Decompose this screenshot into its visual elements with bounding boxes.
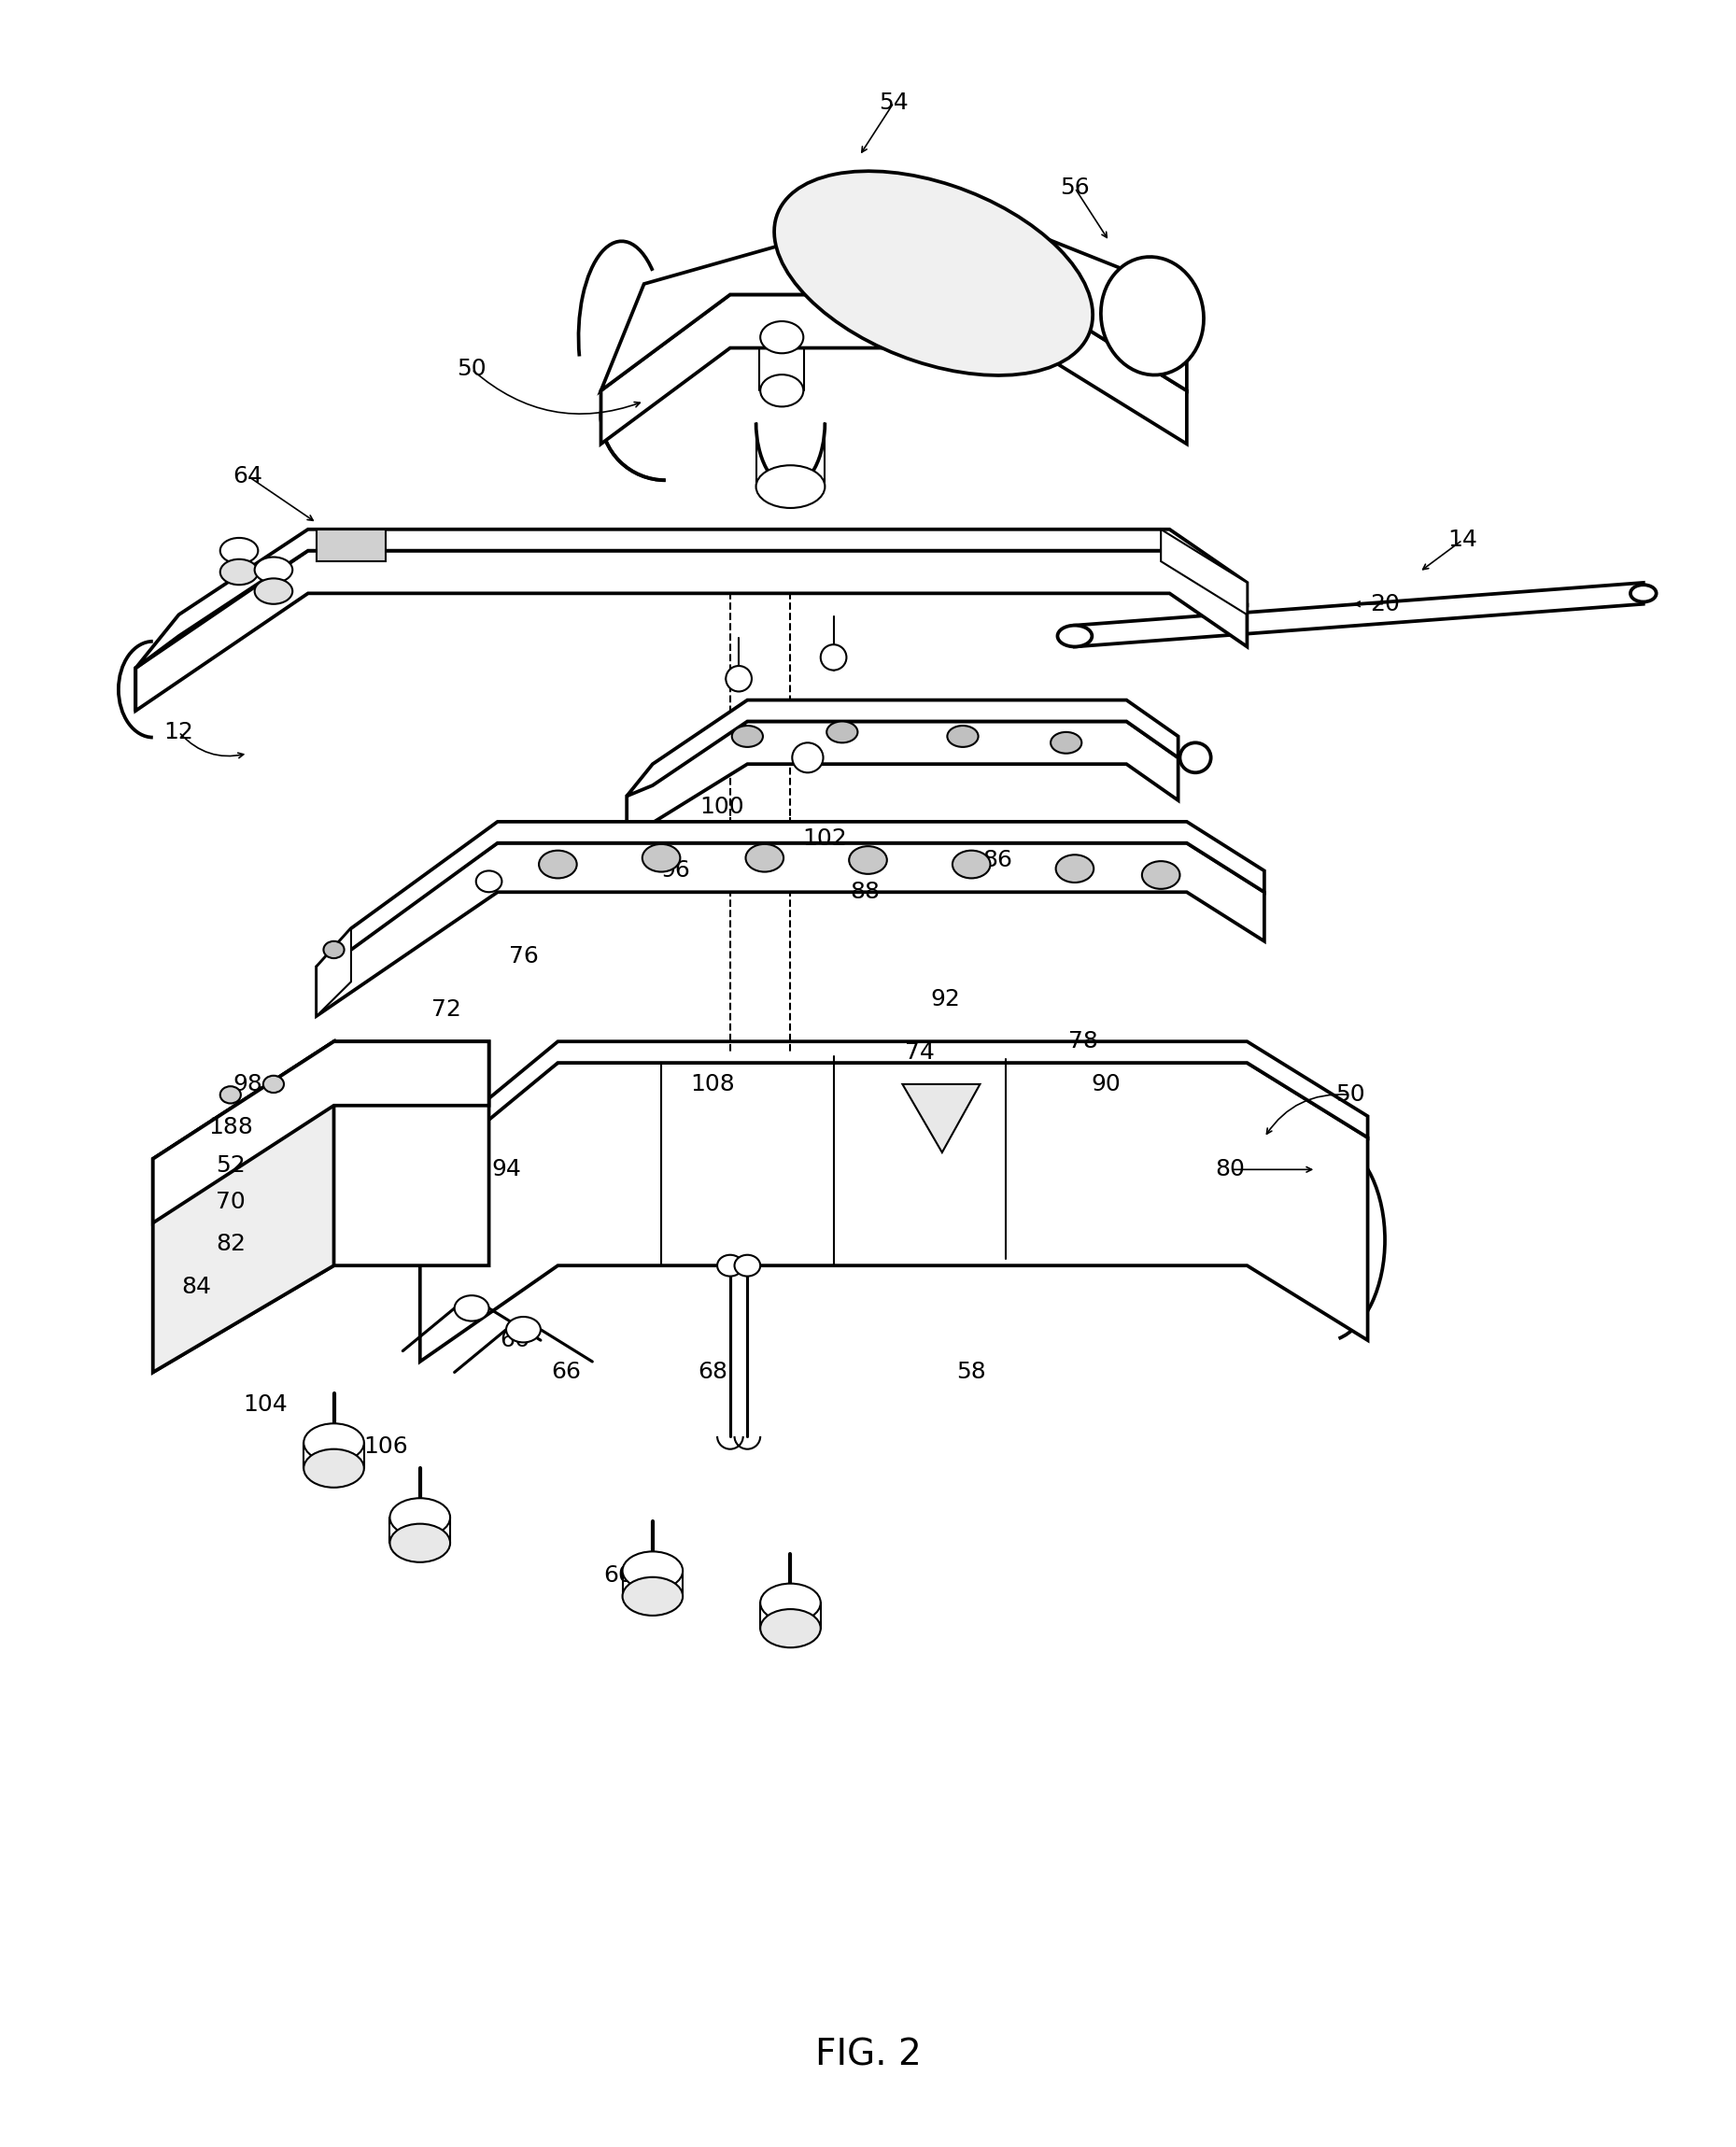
Ellipse shape [760, 322, 804, 354]
Ellipse shape [826, 721, 858, 743]
Text: 98: 98 [233, 1074, 262, 1095]
Text: 66: 66 [500, 1329, 529, 1350]
Text: 62: 62 [776, 1595, 806, 1619]
Ellipse shape [255, 556, 292, 582]
Ellipse shape [538, 850, 576, 878]
Ellipse shape [1180, 743, 1212, 773]
Text: 102: 102 [802, 827, 847, 850]
Text: 96: 96 [660, 859, 689, 882]
Text: 60: 60 [604, 1563, 634, 1587]
Ellipse shape [304, 1449, 365, 1488]
Ellipse shape [220, 1086, 241, 1104]
Ellipse shape [304, 1423, 365, 1462]
Polygon shape [601, 198, 1187, 391]
Text: 100: 100 [700, 797, 743, 818]
Text: 82: 82 [215, 1232, 245, 1256]
Polygon shape [420, 1041, 1368, 1159]
Text: 70: 70 [215, 1189, 245, 1213]
Ellipse shape [220, 558, 259, 584]
Polygon shape [135, 530, 1246, 668]
Polygon shape [903, 1084, 981, 1153]
Text: 64: 64 [233, 464, 262, 487]
Ellipse shape [623, 1552, 682, 1591]
Text: 58: 58 [957, 1361, 986, 1383]
Ellipse shape [1057, 625, 1092, 646]
Ellipse shape [1101, 258, 1203, 376]
Text: 56: 56 [1061, 176, 1090, 200]
Ellipse shape [455, 1295, 490, 1320]
Polygon shape [316, 822, 1264, 966]
Ellipse shape [774, 172, 1092, 376]
Ellipse shape [1050, 732, 1082, 754]
Text: 84: 84 [181, 1275, 212, 1299]
Ellipse shape [948, 726, 979, 747]
Polygon shape [135, 550, 1246, 711]
Text: FIG. 2: FIG. 2 [814, 2038, 922, 2072]
Ellipse shape [760, 374, 804, 406]
Ellipse shape [642, 844, 681, 872]
Text: 12: 12 [163, 721, 194, 743]
Ellipse shape [792, 743, 823, 773]
Polygon shape [1161, 530, 1246, 614]
Text: 52: 52 [215, 1155, 245, 1177]
Text: 66: 66 [552, 1361, 582, 1383]
Ellipse shape [391, 1524, 450, 1563]
Ellipse shape [734, 1254, 760, 1275]
Polygon shape [1075, 582, 1644, 646]
Text: 72: 72 [431, 998, 460, 1020]
Text: 188: 188 [208, 1116, 253, 1138]
Ellipse shape [821, 644, 847, 670]
Polygon shape [316, 530, 385, 560]
Text: 80: 80 [1215, 1159, 1245, 1181]
Ellipse shape [1055, 855, 1094, 882]
Ellipse shape [391, 1499, 450, 1537]
Ellipse shape [323, 940, 344, 958]
Text: 20: 20 [1370, 593, 1399, 616]
Text: 54: 54 [878, 92, 908, 114]
Ellipse shape [623, 1578, 682, 1615]
Ellipse shape [760, 1584, 821, 1621]
Ellipse shape [507, 1316, 540, 1342]
Text: 94: 94 [491, 1159, 521, 1181]
Ellipse shape [953, 850, 990, 878]
Text: 14: 14 [1448, 528, 1477, 552]
Text: 74: 74 [904, 1041, 934, 1063]
Polygon shape [153, 1041, 490, 1372]
Text: 104: 104 [243, 1393, 286, 1415]
Ellipse shape [255, 578, 292, 603]
Text: 76: 76 [509, 945, 538, 968]
Ellipse shape [1142, 861, 1180, 889]
Polygon shape [627, 700, 1179, 797]
Ellipse shape [264, 1076, 285, 1093]
Text: 92: 92 [930, 988, 960, 1009]
Ellipse shape [220, 539, 259, 563]
Polygon shape [153, 1041, 490, 1224]
Polygon shape [601, 294, 1187, 444]
Text: 108: 108 [691, 1074, 736, 1095]
Text: 50: 50 [457, 359, 486, 380]
Polygon shape [153, 1041, 333, 1372]
Text: 90: 90 [1090, 1074, 1121, 1095]
Ellipse shape [760, 1608, 821, 1647]
Text: 78: 78 [1068, 1031, 1099, 1052]
Ellipse shape [717, 1254, 743, 1275]
Ellipse shape [733, 726, 762, 747]
Ellipse shape [746, 844, 783, 872]
Text: 86: 86 [983, 848, 1012, 872]
Polygon shape [627, 721, 1179, 839]
Polygon shape [316, 844, 1264, 1016]
Ellipse shape [1630, 584, 1656, 601]
Polygon shape [420, 1063, 1368, 1361]
Ellipse shape [849, 846, 887, 874]
Text: 106: 106 [363, 1436, 408, 1458]
Text: 68: 68 [698, 1361, 727, 1383]
Ellipse shape [726, 666, 752, 691]
Text: 50: 50 [1335, 1084, 1364, 1106]
Text: 88: 88 [849, 880, 880, 904]
Polygon shape [316, 928, 351, 1016]
Ellipse shape [755, 466, 825, 509]
